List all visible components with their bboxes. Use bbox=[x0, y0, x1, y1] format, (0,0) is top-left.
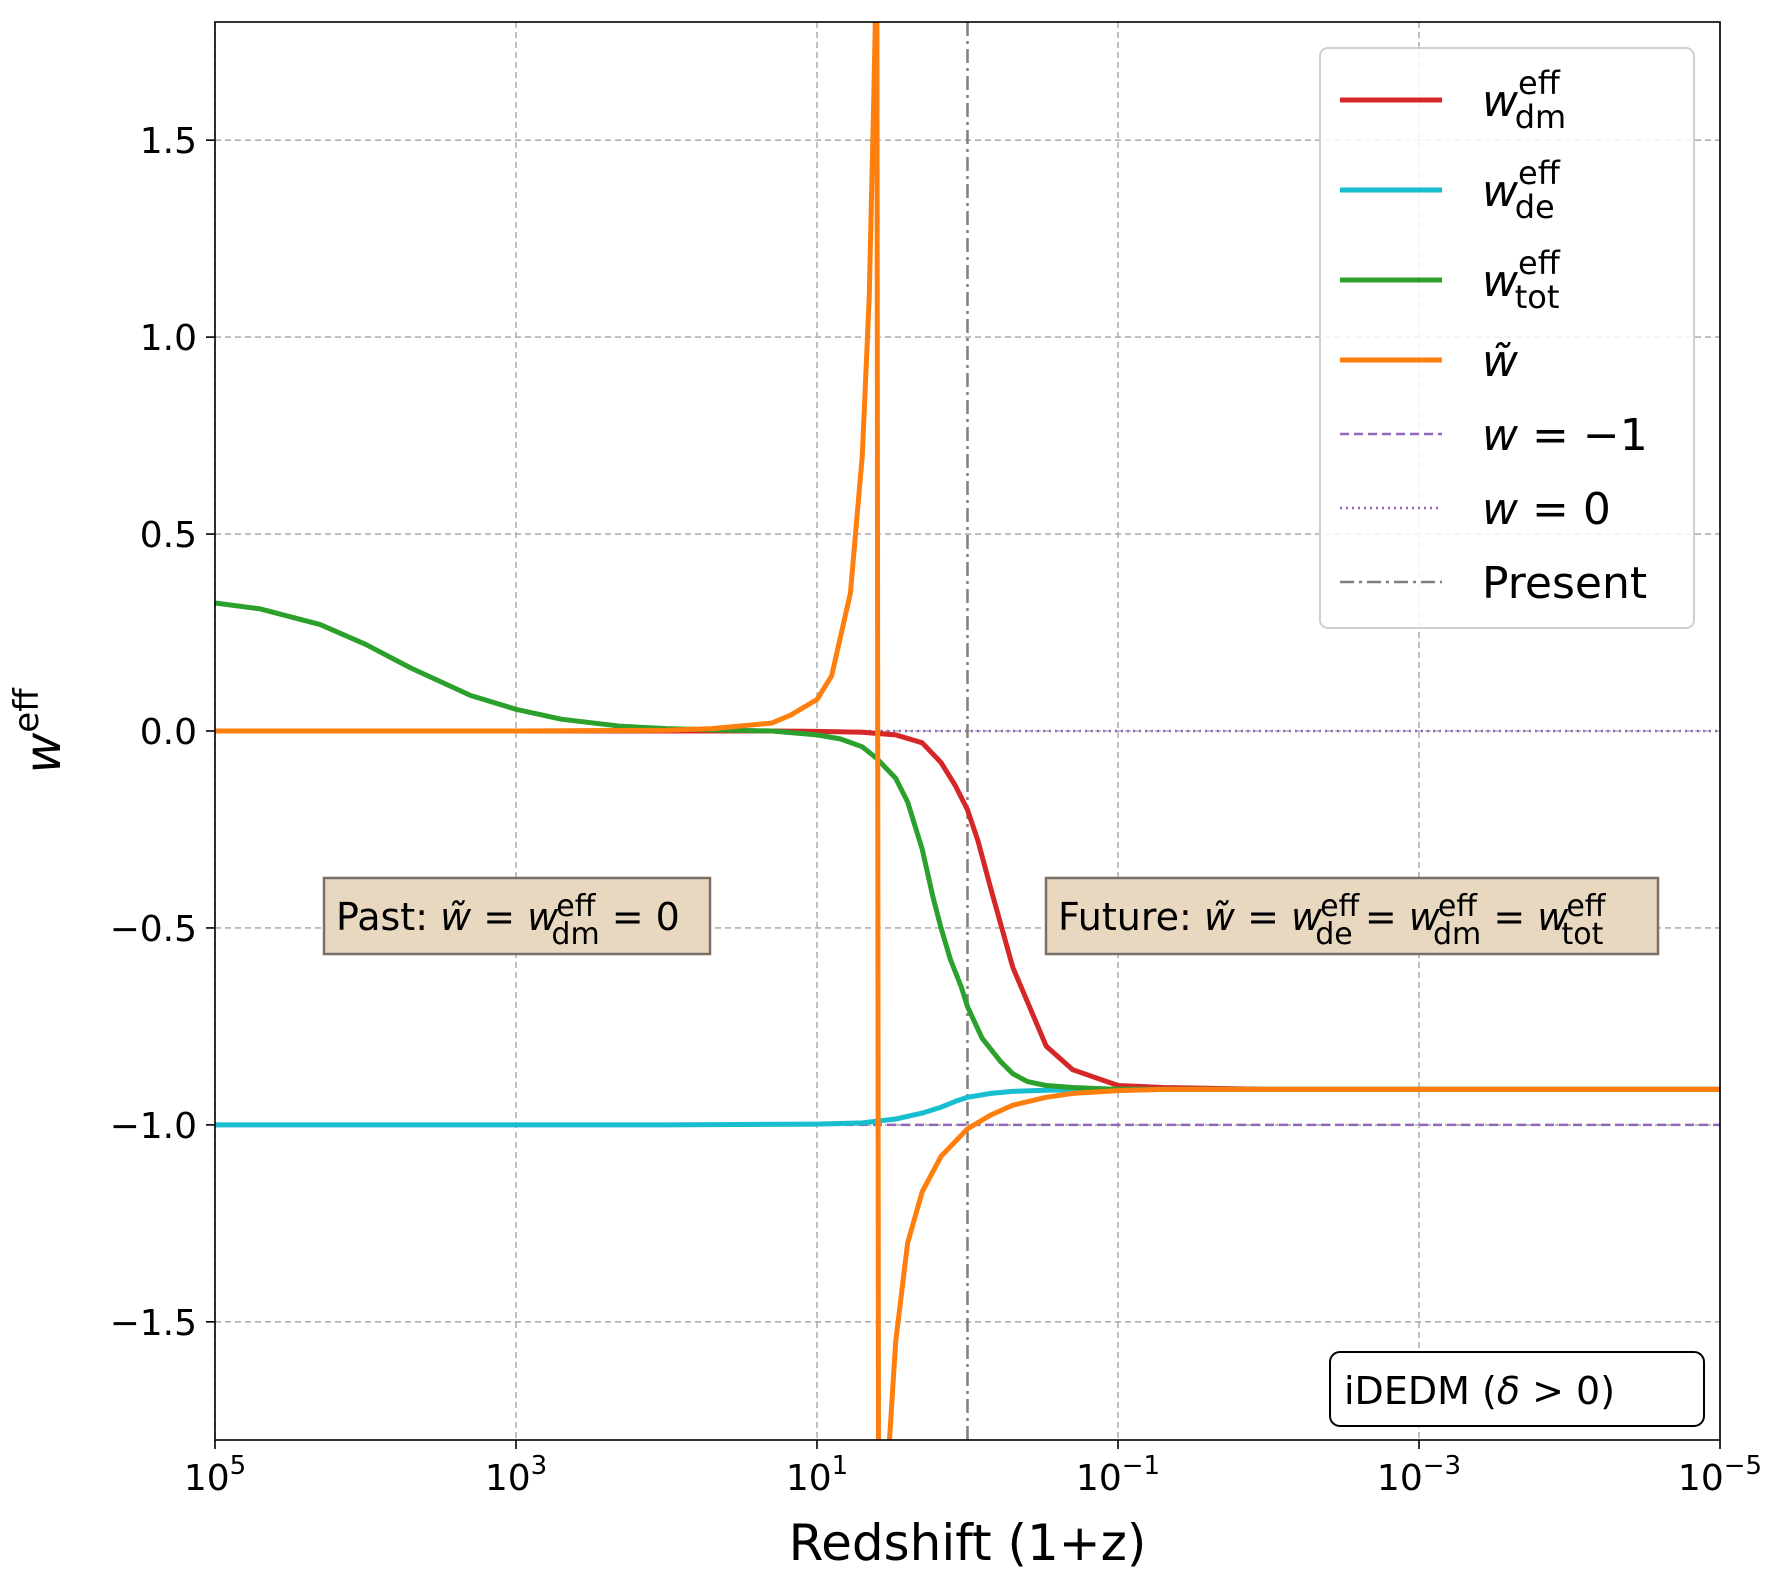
model-label: iDEDM (δ > 0) bbox=[1329, 1351, 1705, 1427]
y-axis-label: weff bbox=[7, 687, 72, 774]
x-axis-label: Redshift (1+z) bbox=[789, 1514, 1147, 1572]
y-tick-label: −1.0 bbox=[110, 1106, 197, 1147]
series-line-w bbox=[215, 22, 1720, 1440]
legend-entry-present: Present bbox=[1340, 558, 1647, 609]
annotation-past-text: Past: w̃ = weff dm = 0 bbox=[336, 889, 680, 952]
y-axis-label-base: w bbox=[14, 733, 72, 774]
legend-entry-w-tilde: w̃ bbox=[1340, 336, 1519, 387]
legend-label-w-eff-de: weff de bbox=[1482, 154, 1561, 226]
y-tick-label: 1.0 bbox=[140, 318, 197, 359]
legend-box bbox=[1319, 47, 1695, 629]
model-label-box bbox=[1329, 1351, 1705, 1427]
axis-ticks: 105 103 101 10−1 10−3 10−5 1.5 1.0 0.5 0.0 −0.5 −1.… bbox=[110, 121, 1762, 1499]
legend-label-w-tilde: w̃ bbox=[1482, 336, 1519, 387]
y-tick-label: 1.5 bbox=[140, 121, 197, 162]
y-axis-label-sup: eff bbox=[7, 687, 47, 733]
x-tick-label: 103 bbox=[485, 1451, 547, 1499]
y-tick-label: 0.0 bbox=[140, 712, 197, 753]
legend-label-w-eff-tot: weff tot bbox=[1482, 244, 1561, 316]
x-tick-label: 10−1 bbox=[1076, 1451, 1160, 1499]
legend-entry-w-eff-de: weff de bbox=[1340, 154, 1561, 226]
y-tick-label: −1.5 bbox=[110, 1303, 197, 1344]
model-label-text: iDEDM (δ > 0) bbox=[1344, 1369, 1615, 1413]
y-tick-label: −0.5 bbox=[110, 909, 197, 950]
legend-label-present: Present bbox=[1482, 558, 1647, 609]
annotation-past-box bbox=[322, 876, 712, 956]
legend: weff dm weff de weff tot w̃ w = −1 w = 0 Pr… bbox=[1319, 47, 1695, 629]
legend-label-w-minus-one: w = −1 bbox=[1482, 410, 1648, 461]
legend-entry-w-eff-dm: weff dm bbox=[1340, 64, 1566, 136]
annotation-past: Past: w̃ = weff dm = 0 bbox=[322, 876, 712, 956]
x-tick-label: 105 bbox=[184, 1451, 246, 1499]
legend-label-w-eff-dm: weff dm bbox=[1482, 64, 1566, 136]
x-tick-label: 101 bbox=[786, 1451, 848, 1499]
annotation-future-box bbox=[1044, 876, 1660, 956]
annotation-future: Future: w̃ = weff de = weff dm = weff tot bbox=[1044, 876, 1660, 956]
annotation-future-text: Future: w̃ = weff de = weff dm = weff tot bbox=[1058, 889, 1607, 952]
reference-lines bbox=[215, 22, 1720, 1440]
legend-label-w-zero: w = 0 bbox=[1482, 484, 1611, 535]
series-lines bbox=[215, 22, 1720, 1440]
x-tick-label: 10−3 bbox=[1377, 1451, 1461, 1499]
y-tick-label: 0.5 bbox=[140, 515, 197, 556]
x-tick-label: 10−5 bbox=[1678, 1451, 1762, 1499]
legend-entry-w-minus-one: w = −1 bbox=[1340, 410, 1648, 461]
series-line-w-tot bbox=[215, 600, 1720, 1092]
legend-entry-w-eff-tot: weff tot bbox=[1340, 244, 1561, 316]
legend-entry-w-zero: w = 0 bbox=[1340, 484, 1611, 535]
